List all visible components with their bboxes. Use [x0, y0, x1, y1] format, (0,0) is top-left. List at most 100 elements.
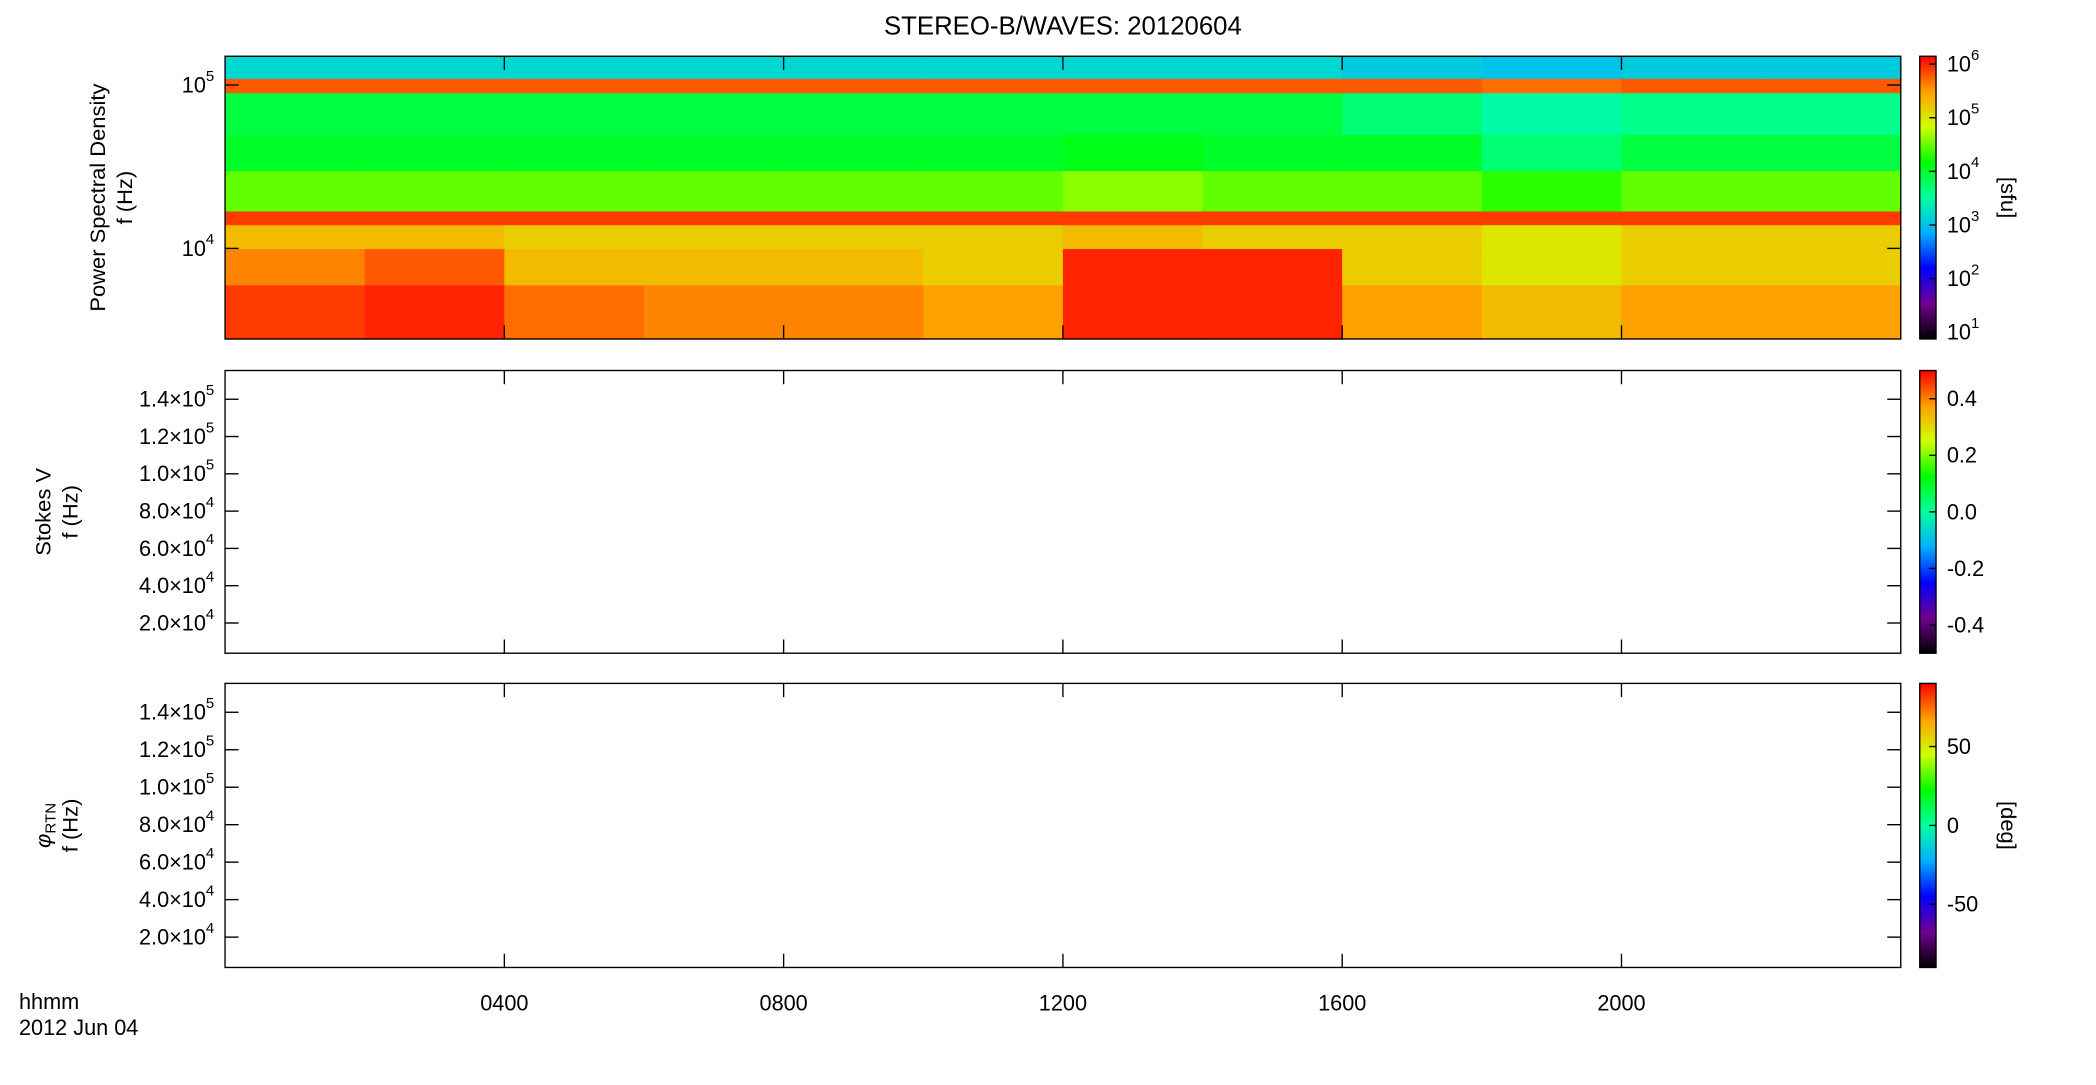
heatmap-cell [1761, 92, 1902, 135]
heatmap-cell [225, 210, 366, 226]
heatmap-cell [923, 224, 1064, 250]
y-tick-label-base: 4.0×10 [139, 573, 206, 598]
y-axis-name: Power Spectral Density [85, 83, 110, 311]
y-tick-label-base: 4.0×10 [139, 887, 206, 912]
heatmap-cell [1761, 224, 1902, 250]
x-tick-label: 0800 [760, 990, 808, 1015]
heatmap-cell [783, 92, 924, 135]
heatmap-cell [1202, 92, 1343, 135]
colorbar-tick-label-base: -50 [1947, 891, 1978, 916]
heatmap-cell [1481, 284, 1623, 340]
y-axis-name: Stokes V [31, 468, 56, 556]
heatmap-cell [364, 134, 506, 172]
colorbar-tick-label-base: -0.2 [1947, 555, 1984, 580]
heatmap-cell [923, 170, 1064, 212]
colorbar-tick-label: 105 [1947, 100, 1979, 130]
colorbar-tick-label-base: 10 [1947, 51, 1971, 76]
heatmap-cell [1761, 56, 1902, 79]
colorbar-tick-label-sup: 2 [1971, 261, 1979, 278]
heatmap-cell [1202, 134, 1343, 172]
y-tick-label: 1.2×105 [139, 419, 214, 449]
heatmap-cell [783, 224, 924, 250]
heatmap-cell [504, 92, 645, 135]
y-tick-label: 4.0×104 [139, 882, 214, 912]
colorbar-tick-label: 102 [1947, 261, 1979, 291]
y-tick-label: 6.0×104 [139, 531, 214, 561]
x-tick-label: 1600 [1318, 990, 1366, 1015]
x-tick-label: 1200 [1039, 990, 1087, 1015]
y-tick-label: 2.0×104 [139, 606, 214, 636]
heatmap-cell [643, 92, 785, 135]
y-tick-label: 2.0×104 [139, 920, 214, 950]
heatmap-cell [364, 170, 506, 212]
y-tick-label-base: 10 [182, 235, 206, 260]
heatmap-cell [1621, 134, 1762, 172]
heatmap-cell [364, 248, 506, 286]
y-tick-label: 1.0×105 [139, 457, 214, 487]
x-axis-label: 2012 Jun 04 [19, 1015, 138, 1040]
y-tick-label-sup: 5 [206, 382, 214, 399]
heatmap-cell [504, 210, 645, 226]
y-tick-label-base: 2.0×10 [139, 924, 206, 949]
heatmap-cell [225, 284, 366, 340]
heatmap-cell [1481, 92, 1623, 135]
heatmap-cell [1621, 224, 1762, 250]
heatmap-cell [1761, 284, 1902, 340]
colorbar-label: [deg] [1996, 801, 2021, 850]
heatmap-cell [783, 284, 924, 340]
y-axis-name-text: Power Spectral Density [85, 83, 110, 311]
y-tick-label-sup: 5 [206, 419, 214, 436]
heatmap-cell [1202, 78, 1343, 94]
heatmap-cell [923, 134, 1064, 172]
colorbar-tick-label: 0.4 [1947, 386, 1977, 411]
heatmap-cell [783, 56, 924, 79]
heatmap-cell [643, 134, 785, 172]
heatmap-cell [783, 78, 924, 94]
y-tick-label-sup: 5 [206, 770, 214, 787]
colorbar-tick-label: 50 [1947, 734, 1971, 759]
y-tick-label: 8.0×104 [139, 807, 214, 837]
y-tick-label-sup: 5 [206, 68, 214, 85]
heatmap-cell [1342, 224, 1483, 250]
heatmap-cell [1342, 78, 1483, 94]
colorbar-tick-label-base: 10 [1947, 319, 1971, 344]
plot-frame [224, 682, 1902, 969]
y-axis-label: f (Hz) [58, 485, 83, 539]
colorbar [1919, 55, 1937, 340]
y-axis-label: f (Hz) [58, 799, 83, 853]
heatmap-cell [1481, 224, 1623, 250]
colorbar-tick-label-base: 10 [1947, 266, 1971, 291]
chart-title: STEREO-B/WAVES: 20120604 [884, 12, 1242, 40]
y-tick-label-sup: 4 [206, 882, 214, 899]
heatmap-cell [923, 92, 1064, 135]
y-tick-label: 1.4×105 [139, 382, 214, 412]
heatmap-cell [1062, 248, 1204, 286]
heatmap-cell [783, 210, 924, 226]
heatmap-cell [783, 248, 924, 286]
y-tick-label-sup: 4 [206, 845, 214, 862]
heatmap-cell [1062, 284, 1204, 340]
y-tick-label-sup: 5 [206, 732, 214, 749]
heatmap-cell [1761, 78, 1902, 94]
x-tick-label: 0400 [480, 990, 528, 1015]
heatmap-cell [1481, 56, 1623, 79]
heatmap-cell [783, 134, 924, 172]
heatmap-cell [643, 248, 785, 286]
heatmap-cell [1062, 210, 1204, 226]
heatmap-cell [923, 78, 1064, 94]
heatmap-cell [364, 78, 506, 94]
heatmap-cell [1481, 248, 1623, 286]
heatmap-cell [504, 284, 645, 340]
y-tick-label-base: 1.0×10 [139, 461, 206, 486]
heatmap-cell [1621, 78, 1762, 94]
colorbar-tick-label-base: 10 [1947, 212, 1971, 237]
y-tick-label: 1.4×105 [139, 695, 214, 725]
colorbar-tick-label-base: 0.2 [1947, 442, 1977, 467]
heatmap-cell [923, 56, 1064, 79]
heatmap-cell [225, 134, 366, 172]
y-tick-label: 1.0×105 [139, 770, 214, 800]
heatmap-cell [923, 248, 1064, 286]
y-tick-label-sup: 4 [206, 606, 214, 623]
colorbar-tick-label-base: 0.0 [1947, 499, 1977, 524]
